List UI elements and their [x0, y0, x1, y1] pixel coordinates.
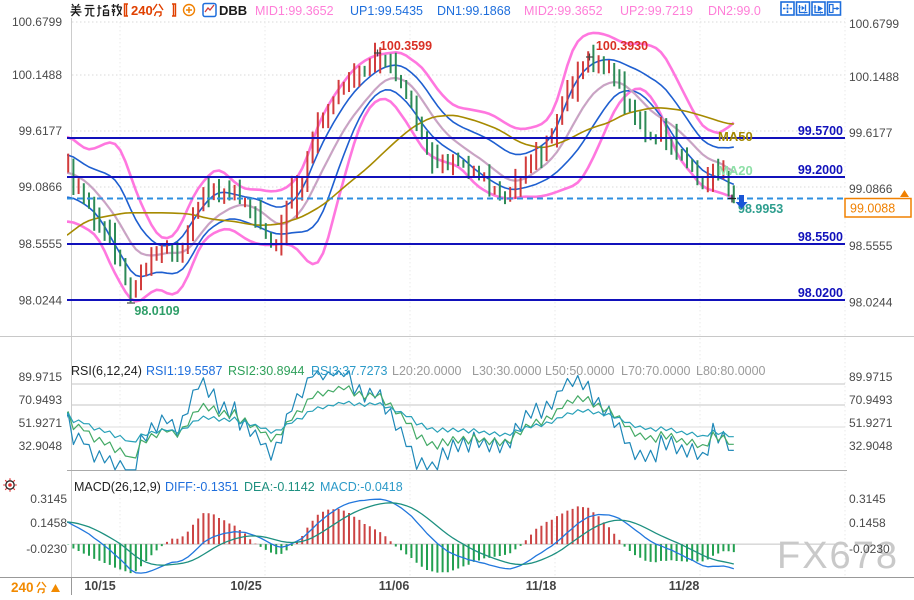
svg-text:70.9493: 70.9493 — [19, 393, 63, 407]
svg-text:DEA:-0.1142: DEA:-0.1142 — [244, 480, 315, 494]
svg-text:10/15: 10/15 — [84, 579, 115, 593]
svg-text:L20:20.0000: L20:20.0000 — [392, 364, 462, 378]
svg-text:99.6177: 99.6177 — [19, 124, 63, 138]
svg-text:51.9271: 51.9271 — [19, 416, 63, 430]
svg-text:100.1488: 100.1488 — [12, 68, 62, 82]
svg-text:RSI2:30.8944: RSI2:30.8944 — [228, 364, 304, 378]
svg-text:100.3599: 100.3599 — [380, 39, 432, 53]
svg-text:240: 240 — [11, 580, 34, 595]
svg-text:10/25: 10/25 — [230, 579, 261, 593]
svg-text:MID1:99.3652: MID1:99.3652 — [255, 4, 334, 18]
svg-text:98.0200: 98.0200 — [798, 286, 843, 300]
svg-text:32.9048: 32.9048 — [849, 439, 893, 453]
svg-text:98.5555: 98.5555 — [849, 239, 893, 253]
svg-text:98.0244: 98.0244 — [849, 296, 893, 310]
svg-text:L50:50.0000: L50:50.0000 — [545, 364, 615, 378]
svg-text:FX678: FX678 — [777, 535, 899, 577]
svg-text:MA50: MA50 — [718, 129, 753, 144]
svg-text:98.5555: 98.5555 — [19, 237, 63, 251]
svg-text:RSI1:19.5587: RSI1:19.5587 — [146, 364, 222, 378]
svg-text:89.9715: 89.9715 — [19, 370, 63, 384]
svg-text:100.1488: 100.1488 — [849, 70, 899, 84]
svg-text:RSI(6,12,24): RSI(6,12,24) — [71, 364, 142, 378]
svg-text:L30:30.0000: L30:30.0000 — [472, 364, 542, 378]
svg-text:98.5500: 98.5500 — [798, 230, 843, 244]
svg-text:0.1458: 0.1458 — [30, 516, 67, 530]
svg-text:MA20: MA20 — [718, 163, 753, 178]
svg-text:MACD:-0.0418: MACD:-0.0418 — [320, 480, 403, 494]
svg-text:100.3930: 100.3930 — [596, 39, 648, 53]
svg-text:99.0088: 99.0088 — [850, 202, 895, 216]
svg-text:DN2:99.0: DN2:99.0 — [708, 4, 761, 18]
svg-text:98.0109: 98.0109 — [134, 304, 179, 318]
svg-text:99.2000: 99.2000 — [798, 163, 843, 177]
svg-text:240: 240 — [131, 3, 153, 18]
svg-text:L70:70.0000: L70:70.0000 — [621, 364, 691, 378]
svg-text:98.9953: 98.9953 — [738, 202, 783, 216]
svg-text:99.6177: 99.6177 — [849, 126, 893, 140]
svg-text:51.9271: 51.9271 — [849, 416, 893, 430]
svg-text:11/06: 11/06 — [379, 579, 410, 593]
svg-text:UP2:99.7219: UP2:99.7219 — [620, 4, 693, 18]
svg-text:100.6799: 100.6799 — [849, 17, 899, 31]
svg-text:11/18: 11/18 — [526, 579, 557, 593]
svg-text:-0.0230: -0.0230 — [26, 542, 67, 556]
svg-text:0.1458: 0.1458 — [849, 516, 886, 530]
svg-text:MACD(26,12,9): MACD(26,12,9) — [74, 480, 161, 494]
svg-text:98.0244: 98.0244 — [19, 294, 63, 308]
svg-text:-0.0230: -0.0230 — [849, 542, 890, 556]
svg-text:DN1:99.1868: DN1:99.1868 — [437, 4, 511, 18]
svg-text:99.0866: 99.0866 — [849, 182, 893, 196]
svg-text:UP1:99.5435: UP1:99.5435 — [350, 4, 423, 18]
svg-text:100.6799: 100.6799 — [12, 15, 62, 29]
svg-text:DBB: DBB — [219, 3, 247, 18]
svg-text:DIFF:-0.1351: DIFF:-0.1351 — [165, 480, 239, 494]
svg-text:MID2:99.3652: MID2:99.3652 — [524, 4, 603, 18]
svg-text:0.3145: 0.3145 — [849, 492, 886, 506]
svg-text:11/28: 11/28 — [669, 579, 700, 593]
svg-text:70.9493: 70.9493 — [849, 393, 893, 407]
svg-text:0.3145: 0.3145 — [30, 492, 67, 506]
svg-text:99.0866: 99.0866 — [19, 180, 63, 194]
svg-text:99.5700: 99.5700 — [798, 124, 843, 138]
svg-text:32.9048: 32.9048 — [19, 439, 63, 453]
svg-text:L80:80.0000: L80:80.0000 — [696, 364, 766, 378]
svg-text:RSI3:37.7273: RSI3:37.7273 — [311, 364, 387, 378]
svg-text:89.9715: 89.9715 — [849, 370, 893, 384]
